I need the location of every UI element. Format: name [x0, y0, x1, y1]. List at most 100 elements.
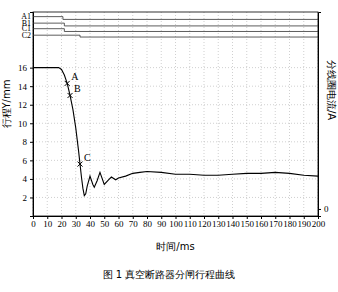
x-tick-label: 180	[283, 219, 297, 229]
x-tick-label: 60	[115, 219, 125, 229]
x-tick: 50	[100, 216, 110, 229]
y-tick-mark	[30, 123, 33, 124]
trace-line	[33, 23, 318, 26]
x-grid-line	[61, 12, 62, 216]
y-grid-line	[33, 178, 318, 179]
y-tick: 14	[18, 82, 33, 92]
y-grid-line	[33, 104, 318, 105]
x-tick-label: 130	[212, 219, 226, 229]
series-label: C2	[22, 31, 31, 40]
x-grid-line	[303, 12, 304, 216]
y-grid-line	[33, 67, 318, 68]
y-tick-mark	[30, 160, 33, 161]
y-tick-label: 10	[18, 119, 28, 129]
x-grid-line	[132, 12, 133, 216]
x-tick-label: 30	[72, 219, 82, 229]
plot-area	[33, 17, 318, 196]
y-grid-line	[33, 123, 318, 124]
grid	[33, 12, 318, 216]
y-tick-mark	[30, 197, 33, 198]
x-grid-line	[90, 12, 91, 216]
x-tick-label: 20	[58, 219, 68, 229]
y-grid-line	[33, 141, 318, 142]
x-tick: 20	[58, 216, 68, 229]
x-tick-label: 0	[31, 219, 36, 229]
x-grid-line	[246, 12, 247, 216]
y2-tick-mark	[318, 209, 321, 210]
annotation-label: A	[71, 71, 79, 82]
x-tick: 0	[31, 216, 36, 229]
x-tick: 110	[184, 216, 198, 229]
x-tick-label: 90	[157, 219, 167, 229]
x-axis: 0102030405060708090100110120130140150160…	[31, 216, 326, 229]
trace-line	[33, 29, 318, 32]
x-tick: 160	[255, 216, 269, 229]
x-grid-line	[218, 12, 219, 216]
y-tick-mark	[30, 142, 33, 143]
y2-axis-line	[319, 13, 322, 217]
y-tick-mark	[30, 105, 33, 106]
x-axis-title: 时间/ms	[156, 241, 194, 252]
x-tick-label: 110	[184, 219, 198, 229]
trace-line	[33, 35, 318, 37]
x-tick: 60	[115, 216, 125, 229]
x-tick: 100	[169, 216, 183, 229]
y-tick-mark	[30, 179, 33, 180]
y-tick-label: 14	[18, 82, 28, 92]
x-tick: 170	[269, 216, 283, 229]
x-tick-label: 150	[241, 219, 255, 229]
y-tick-label: 4	[23, 174, 28, 184]
x-grid-line	[175, 12, 176, 216]
x-tick: 180	[283, 216, 297, 229]
x-grid-line	[104, 12, 105, 216]
y-tick: 2	[23, 193, 34, 203]
x-tick: 150	[241, 216, 255, 229]
annotation-label: C	[84, 152, 91, 163]
x-tick: 190	[298, 216, 312, 229]
x-grid-line	[161, 12, 162, 216]
x-grid-line	[275, 12, 276, 216]
y-grid-line	[33, 160, 318, 161]
y-axis-title: 行程Y/mm	[1, 80, 12, 129]
y2-axis-title: 分线圈电流/A	[326, 60, 337, 120]
trace-line	[33, 17, 318, 20]
x-tick-label: 50	[100, 219, 110, 229]
y-tick-label: 6	[23, 156, 28, 166]
annotation-marker	[68, 93, 73, 98]
x-tick-label: 120	[198, 219, 212, 229]
x-grid-line	[232, 12, 233, 216]
annotation-marker	[78, 162, 83, 167]
x-tick: 140	[226, 216, 240, 229]
x-tick-label: 140	[226, 219, 240, 229]
travel-line	[33, 68, 318, 196]
x-tick-label: 200	[312, 219, 326, 229]
x-tick-label: 70	[129, 219, 139, 229]
x-grid-line	[204, 12, 205, 216]
x-tick: 10	[43, 216, 53, 229]
y-tick-label: 16	[18, 63, 28, 73]
x-tick-label: 80	[143, 219, 153, 229]
x-tick-label: 100	[169, 219, 183, 229]
y-tick-label: 2	[23, 193, 28, 203]
x-grid-line	[47, 12, 48, 216]
x-tick: 120	[198, 216, 212, 229]
y-tick-label: 12	[18, 100, 27, 110]
chart-title: 图 1 真空断路器分闸行程曲线	[103, 269, 236, 280]
x-tick: 200	[312, 216, 326, 229]
x-grid-line	[118, 12, 119, 216]
y2-tick: 0	[318, 204, 329, 214]
y-tick: 4	[23, 174, 34, 184]
x-tick-label: 10	[43, 219, 53, 229]
y-axis: 2 4 6 8 10 12 14 16	[18, 13, 34, 217]
x-grid-line	[261, 12, 262, 216]
y-tick-label: 8	[23, 137, 28, 147]
x-grid-line	[75, 12, 76, 216]
chart: 0102030405060708090100110120130140150160…	[0, 0, 338, 292]
x-tick-label: 160	[255, 219, 269, 229]
y-tick-mark	[30, 86, 33, 87]
x-grid-line	[189, 12, 190, 216]
y-tick: 6	[23, 156, 34, 166]
y-tick-mark	[30, 68, 33, 69]
annotation-label: B	[74, 83, 81, 94]
y-axis-line	[30, 13, 34, 217]
